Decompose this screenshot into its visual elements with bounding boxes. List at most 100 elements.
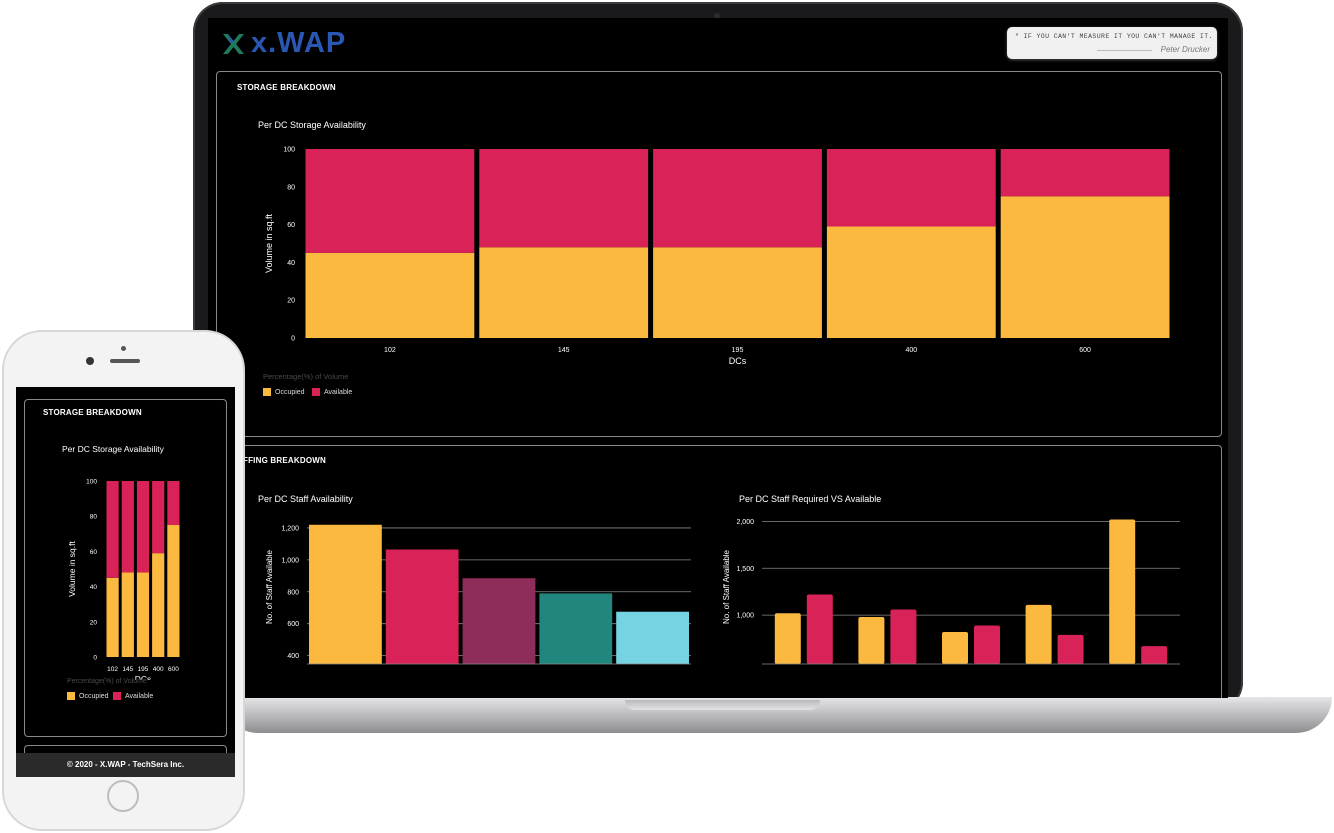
x-axis-label: DCs [729, 356, 747, 366]
x-tick-label: 102 [107, 666, 118, 673]
y-tick-label: 600 [287, 621, 299, 628]
quote-author: Peter Drucker [1160, 45, 1210, 54]
phone-legend-occupied[interactable]: Occupied [67, 692, 109, 700]
bar-occupied [136, 572, 150, 657]
bar-occupied [826, 226, 996, 338]
y-axis-label: No. of Staff Available [265, 549, 274, 624]
bar-available [1000, 149, 1170, 197]
y-tick-label: 1,000 [281, 557, 299, 564]
legend-available[interactable]: Available [312, 388, 352, 396]
quote-divider [1097, 50, 1152, 51]
bar-occupied [167, 525, 180, 657]
phone-sensor [121, 346, 126, 351]
y-tick-label: 60 [90, 549, 98, 556]
staff-bar [539, 593, 613, 664]
quote-box: " IF YOU CAN'T MEASURE IT YOU CAN'T MANA… [1007, 27, 1217, 59]
phone-home-button[interactable] [107, 780, 139, 812]
required-chart-title: Per DC Staff Required VS Available [739, 494, 882, 504]
phone-camera [86, 357, 94, 365]
legend-occupied[interactable]: Occupied [263, 388, 305, 396]
bar-occupied [1000, 196, 1170, 338]
required-bar [1025, 604, 1052, 664]
y-tick-label: 400 [287, 653, 299, 660]
staff-chart: 400 600 800 1,000 1,200 No. of Staff Availabl… [265, 524, 691, 665]
phone-storage-section-title: STORAGE BREAKDOWN [43, 408, 142, 417]
x-tick-label: 195 [138, 666, 149, 673]
storage-chart: 0 20 40 60 80 100 102 145 195 400 600 DCs Volume in … [264, 147, 1170, 366]
staff-bar [309, 524, 382, 664]
x-tick-label: 600 [168, 666, 179, 673]
x-axis-label: DCs [135, 674, 152, 680]
laptop-opening-notch [625, 700, 820, 710]
y-tick-label: 800 [287, 589, 299, 596]
phone-earpiece [110, 359, 140, 363]
available-bar [974, 625, 1000, 664]
x-tick-label: 102 [384, 347, 396, 354]
bar-available [167, 481, 180, 525]
laptop-screen: x.WAP " IF YOU CAN'T MEASURE IT YOU CAN'… [208, 18, 1228, 698]
bar-available [479, 149, 649, 248]
bar-available [136, 481, 150, 573]
x-tick-label: 145 [558, 347, 570, 354]
bar-occupied [479, 247, 649, 338]
bar-occupied [121, 572, 134, 657]
y-tick-label: 100 [86, 479, 97, 486]
y-tick-label: 40 [287, 260, 295, 267]
bar-available [106, 481, 119, 578]
y-axis-label: No. of Staff Available [722, 549, 731, 624]
y-tick-label: 20 [287, 298, 295, 305]
y-tick-label: 1,000 [736, 613, 754, 620]
phone-screen: STORAGE BREAKDOWN Per DC Storage Availab… [16, 387, 235, 777]
storage-card: STORAGE BREAKDOWN Per DC Storage Availab… [216, 71, 1222, 437]
staffing-section-title: STAFFING BREAKDOWN [227, 456, 326, 465]
y-tick-label: 60 [287, 222, 295, 229]
staff-chart-title: Per DC Staff Availability [258, 494, 353, 504]
laptop-camera [714, 13, 720, 19]
y-axis-label: Volume in sq.ft [67, 540, 77, 596]
available-bar [1141, 646, 1168, 664]
x-tick-label: 145 [122, 666, 133, 673]
bar-available [826, 149, 996, 227]
x-tick-label: 600 [1079, 347, 1091, 354]
y-tick-label: 1,200 [281, 525, 299, 532]
bar-available [152, 481, 165, 554]
staff-bar [616, 611, 689, 664]
bar-available [653, 149, 822, 248]
y-tick-label: 1,500 [736, 566, 754, 573]
storage-legend-title: Percentage(%) of Volume [263, 372, 349, 381]
phone-storage-card: STORAGE BREAKDOWN Per DC Storage Availab… [24, 399, 227, 737]
phone-storage-chart-title: Per DC Storage Availability [62, 444, 164, 454]
required-chart: 1,000 1,500 2,000 No. of Staff Available [722, 519, 1180, 665]
bar-occupied [152, 553, 165, 657]
y-tick-label: 2,000 [736, 519, 754, 526]
available-bar [1057, 634, 1084, 664]
y-tick-label: 80 [90, 514, 98, 521]
x-tick-label: 400 [905, 347, 917, 354]
y-tick-label: 100 [283, 147, 295, 154]
required-bar [858, 617, 885, 664]
x-tick-label: 195 [732, 347, 744, 354]
staff-bar [385, 549, 459, 664]
y-tick-label: 0 [93, 655, 97, 662]
y-tick-label: 0 [291, 336, 295, 343]
staffing-card: STAFFING BREAKDOWN Per DC Staff Availabi… [216, 445, 1222, 698]
storage-chart-title: Per DC Storage Availability [258, 120, 366, 130]
available-bar [890, 609, 917, 664]
staff-bar [462, 578, 536, 664]
x-logo-icon[interactable] [221, 32, 245, 56]
app-logo[interactable]: x.WAP [251, 27, 347, 59]
phone-storage-chart: 0 20 40 60 80 100 102 145 195 400 600 DCs Volume in … [67, 479, 180, 680]
y-tick-label: 20 [90, 619, 98, 626]
required-bar [942, 632, 968, 664]
bar-occupied [305, 252, 475, 338]
required-bar [1109, 519, 1136, 664]
bar-occupied [106, 577, 119, 657]
quote-text: " IF YOU CAN'T MEASURE IT YOU CAN'T MANA… [1015, 33, 1213, 40]
phone-footer: © 2020 - X.WAP - TechSera Inc. [16, 753, 235, 777]
bar-occupied [653, 247, 822, 338]
bar-available [305, 149, 475, 253]
bar-available [121, 481, 134, 573]
y-axis-label: Volume in sq.ft [264, 213, 274, 273]
phone-legend-available[interactable]: Available [113, 692, 153, 700]
y-tick-label: 40 [90, 584, 98, 591]
